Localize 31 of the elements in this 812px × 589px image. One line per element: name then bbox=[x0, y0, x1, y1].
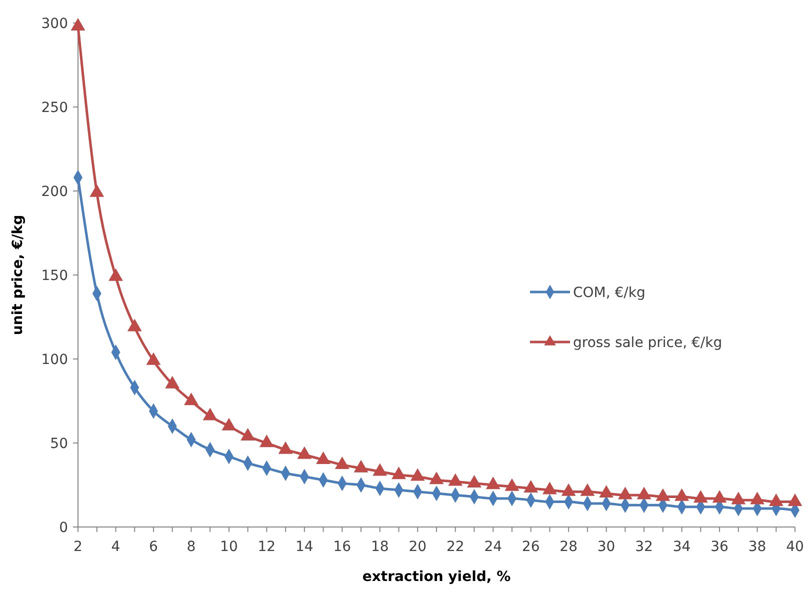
x-tick-label: 36 bbox=[710, 539, 729, 555]
x-tick-label: 2 bbox=[74, 539, 82, 555]
x-tick-label: 10 bbox=[220, 539, 238, 555]
x-tick-label: 6 bbox=[149, 539, 158, 555]
y-tick-label: 300 bbox=[41, 16, 68, 32]
x-tick-label: 30 bbox=[597, 539, 616, 555]
y-tick-label: 100 bbox=[41, 352, 68, 368]
x-tick-label: 22 bbox=[446, 539, 464, 555]
y-tick-label: 200 bbox=[41, 184, 68, 200]
y-axis-title: unit price, €/kg bbox=[10, 214, 26, 336]
y-tick-label: 250 bbox=[41, 100, 68, 116]
x-tick-label: 26 bbox=[522, 539, 540, 555]
x-tick-label: 28 bbox=[560, 539, 578, 555]
y-tick-label: 50 bbox=[50, 436, 68, 452]
x-tick-label: 38 bbox=[748, 539, 766, 555]
x-tick-label: 8 bbox=[186, 539, 196, 555]
x-tick-label: 34 bbox=[672, 539, 691, 555]
x-tick-label: 14 bbox=[296, 539, 314, 555]
x-tick-label: 20 bbox=[408, 539, 427, 555]
y-tick-label: 150 bbox=[41, 268, 68, 284]
x-tick-label: 40 bbox=[786, 539, 804, 555]
legend-label: COM, €/kg bbox=[573, 284, 646, 301]
y-tick-label: 0 bbox=[59, 520, 68, 536]
x-axis-title: extraction yield, % bbox=[362, 569, 511, 585]
x-tick-label: 12 bbox=[258, 539, 276, 555]
x-tick-label: 16 bbox=[333, 539, 352, 555]
legend-label: gross sale price, €/kg bbox=[573, 334, 722, 351]
x-tick-label: 24 bbox=[484, 539, 502, 555]
x-tick-label: 32 bbox=[635, 539, 653, 555]
x-tick-label: 18 bbox=[370, 539, 389, 555]
x-tick-label: 4 bbox=[111, 539, 120, 555]
